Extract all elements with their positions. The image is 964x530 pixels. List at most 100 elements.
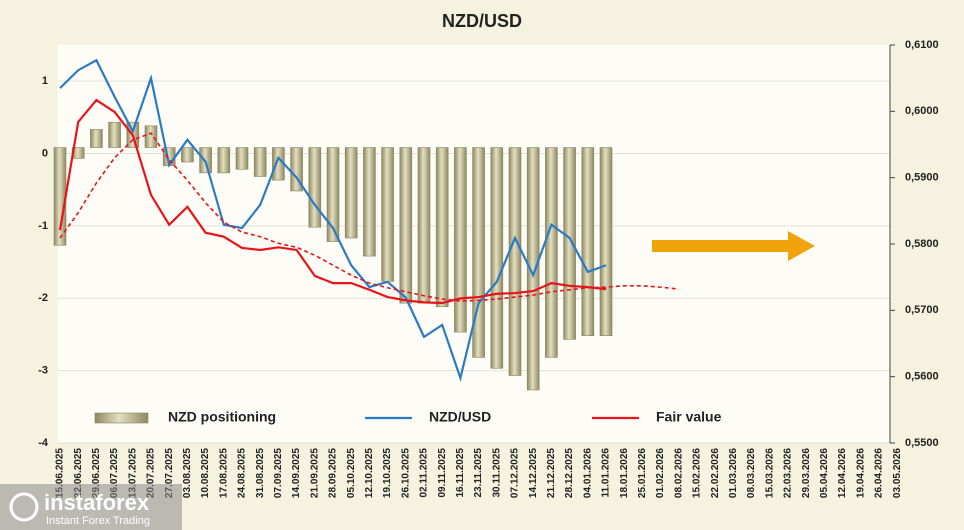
bar [417,147,431,304]
x-tick-label: 21.09.2025 [309,448,320,498]
x-tick-label: 30.11.2025 [491,448,502,498]
x-tick-label: 27.07.2025 [164,448,175,498]
x-tick-label: 22.06.2025 [73,448,84,498]
y2-tick-label: 0,6100 [905,39,939,51]
bar [508,147,522,376]
x-tick-label: 04.01.2026 [582,448,593,498]
x-tick-label: 23.11.2025 [473,448,484,498]
legend-label: NZD/USD [429,409,491,425]
x-tick-label: 11.01.2026 [601,448,612,498]
bar [253,147,267,177]
x-tick-label: 02.11.2025 [419,448,430,498]
bar [526,147,540,391]
x-tick-label: 03.08.2025 [182,448,193,498]
x-tick-label: 26.04.2026 [874,448,885,498]
watermark-tagline: Instant Forex Trading [46,515,150,527]
x-tick-label: 01.02.2026 [655,448,666,498]
bar [344,147,358,239]
line [58,98,607,305]
x-tick-label: 15.03.2026 [764,448,775,498]
bar [181,147,194,163]
x-tick-label: 31.08.2025 [255,448,266,498]
x-tick-label: 12.10.2025 [364,448,375,498]
x-tick-label: 19.04.2026 [855,448,866,498]
line [59,58,607,382]
x-tick-label: 13.07.2025 [127,448,138,498]
arrow [652,231,815,261]
x-tick-label: 05.10.2025 [346,448,357,498]
bar [90,129,103,148]
bar [217,147,231,174]
y2-tick-label: 0,5800 [905,238,939,250]
x-tick-label: 08.02.2026 [673,448,684,498]
bar [363,147,376,257]
bar [490,147,504,369]
chart-title: NZD/USD [442,11,522,31]
x-tick-label: 25.01.2026 [637,448,648,498]
bar [454,147,467,333]
x-tick-label: 09.11.2025 [437,448,448,498]
bar [381,147,394,282]
bar [399,147,413,304]
watermark-brand: instaforex [44,490,150,515]
bar [53,147,67,246]
x-tick-label: 18.01.2026 [619,448,630,498]
x-tick-label: 29.06.2025 [91,448,102,498]
bar [545,147,558,358]
x-tick-label: 01.03.2026 [728,448,739,498]
bar [472,147,485,358]
bar [308,147,322,228]
x-tick-label: 28.09.2025 [328,448,339,498]
x-tick-label: 22.03.2026 [783,448,794,498]
bar [235,147,249,170]
bar [581,147,595,336]
y2-tick-label: 0,6000 [905,105,939,117]
legend-label: NZD positioning [168,409,276,425]
x-tick-label: 08.03.2026 [746,448,757,498]
y-tick-label: -4 [38,437,49,449]
plot: -4 -3 -2 -1 0 1 0,5500 0,5600 0,5700 0,5800 0,5900… [38,39,938,498]
watermark-bg [0,484,182,530]
x-tick-label: 29.03.2026 [801,448,812,498]
x-tick-label: 06.07.2025 [109,448,120,498]
line [59,132,679,302]
x-tick-label: 07.09.2025 [273,448,284,498]
y2-tick-label: 0,5500 [905,437,939,449]
x-tick-label: 12.04.2026 [837,448,848,498]
x-tick-label: 03.05.2026 [892,448,903,498]
y-tick-label: 1 [42,75,48,87]
y-tick-label: -1 [38,220,48,232]
x-tick-label: 15.06.2025 [55,448,66,498]
x-tick-label: 15.02.2026 [692,448,703,498]
y-tick-label: -3 [38,365,48,377]
watermark-logo [9,492,39,522]
bar [108,121,121,148]
x-tick-label: 28.12.2025 [564,448,575,498]
y2-tick-label: 0,5600 [905,371,939,383]
x-tick-label: 10.08.2025 [200,448,211,498]
bar [435,147,449,308]
x-tick-label: 20.07.2025 [146,448,157,498]
x-tick-label: 14.12.2025 [528,448,539,498]
x-tick-label: 22.02.2026 [710,448,721,498]
x-tick-label: 26.10.2025 [400,448,411,498]
x-tick-label: 16.11.2025 [455,448,466,498]
x-tick-label: 07.12.2025 [510,448,521,498]
x-tick-label: 05.04.2026 [819,448,830,498]
bar [563,147,576,340]
y2-tick-label: 0,5900 [905,172,939,184]
legend-swatch [94,412,149,424]
y-tick-label: 0 [42,147,48,159]
y2-tick-label: 0,5700 [905,304,939,316]
y-tick-label: -2 [38,292,48,304]
bar [144,125,158,148]
x-tick-label: 21.12.2025 [546,448,557,498]
x-tick-label: 19.10.2025 [382,448,393,498]
x-tick-label: 17.08.2025 [218,448,229,498]
x-tick-label: 24.08.2025 [237,448,248,498]
bar [326,147,340,242]
bar [599,147,613,336]
x-tick-label: 14.09.2025 [291,448,302,498]
bar [290,147,303,192]
